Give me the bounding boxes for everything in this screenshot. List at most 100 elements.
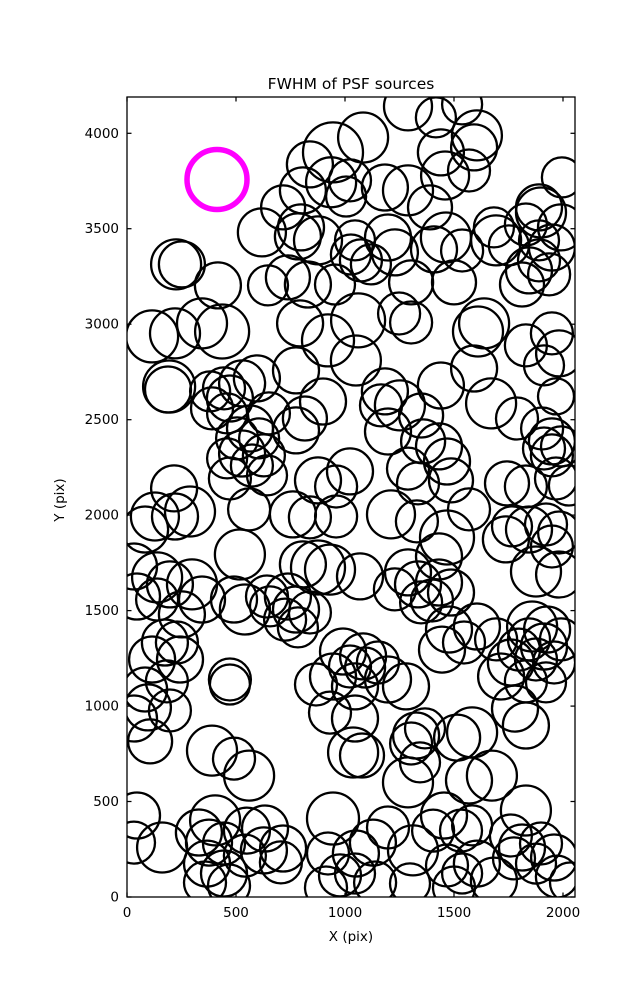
- psf-source-circle: [336, 111, 390, 164]
- axis-ticks-layer: 0 500 1000 1500 2000 0 500 1000 1500 2000 2500 3000…: [85, 97, 580, 921]
- psf-source-circle: [246, 264, 290, 307]
- y-tick-label: 1000: [85, 699, 119, 715]
- psf-source-circle: [349, 243, 393, 286]
- psf-source-circle: [163, 485, 217, 538]
- psf-source-circle: [287, 590, 333, 635]
- psf-source-circle: [127, 791, 162, 840]
- psf-source-circle: [193, 303, 251, 360]
- psf-source-circle: [144, 659, 190, 704]
- x-tick-label: 2000: [546, 905, 580, 921]
- psf-source-circle: [303, 543, 357, 596]
- psf-source-circle: [427, 457, 475, 504]
- psf-source-circle: [388, 300, 434, 345]
- psf-source-circle: [326, 726, 380, 779]
- psf-source-circle: [498, 261, 546, 308]
- psf-source-circle: [303, 865, 349, 897]
- psf-source-circle: [211, 736, 257, 781]
- psf-source-circle: [245, 454, 289, 497]
- psf-source-circle: [431, 865, 477, 897]
- psf-source-circle: [440, 852, 484, 895]
- psf-source-circle: [391, 711, 441, 760]
- psf-source-circle: [383, 548, 433, 597]
- x-axis-label: X (pix): [329, 929, 373, 945]
- psf-source-circle: [388, 862, 432, 897]
- psf-source-circle: [145, 560, 195, 609]
- psf-source-circle: [450, 804, 494, 847]
- psf-source-circle: [426, 568, 476, 617]
- psf-source-circle: [127, 820, 157, 865]
- psf-source-circle: [283, 260, 333, 309]
- x-tick-label: 500: [223, 905, 249, 921]
- psf-source-circle: [127, 572, 162, 621]
- highlighted-psf-circle: [184, 146, 250, 213]
- y-tick-label: 2000: [85, 508, 119, 524]
- psf-source-circle: [534, 550, 575, 599]
- psf-source-circle: [273, 212, 323, 261]
- y-axis-label: Y (pix): [52, 478, 68, 522]
- psf-source-circle: [444, 756, 494, 805]
- psf-source-circle: [329, 233, 373, 276]
- psf-source-circle: [262, 597, 308, 642]
- psf-source-circle: [324, 175, 368, 218]
- psf-source-circle: [338, 732, 386, 779]
- psf-source-circle: [548, 861, 575, 897]
- psf-source-circle: [385, 446, 431, 491]
- psf-source-circle: [325, 447, 375, 496]
- psf-source-circle: [417, 625, 467, 674]
- psf-source-circle: [523, 502, 569, 547]
- psf-source-circle: [188, 794, 242, 847]
- psf-source-circle: [189, 386, 235, 431]
- psf-source-circle: [313, 494, 359, 539]
- psf-source-circle: [538, 617, 575, 662]
- psf-source-circle: [490, 684, 540, 733]
- psf-source-circle: [446, 487, 492, 532]
- psf-source-circle: [157, 590, 207, 639]
- psf-source-circle: [393, 560, 443, 609]
- psf-source-circle: [264, 254, 312, 301]
- psf-source-circle: [143, 365, 193, 414]
- psf-source-circle: [414, 97, 458, 139]
- psf-source-circle: [494, 396, 540, 441]
- psf-source-circle: [149, 464, 199, 513]
- psf-source-circle: [305, 791, 361, 846]
- psf-source-circle: [373, 379, 427, 432]
- psf-source-circle: [419, 791, 469, 840]
- psf-source-circle: [281, 395, 329, 442]
- psf-source-circle: [271, 585, 321, 634]
- psf-source-circle: [149, 238, 203, 291]
- psf-source-circle: [529, 311, 575, 356]
- psf-source-circle: [540, 156, 575, 199]
- psf-source-circle: [517, 219, 561, 262]
- psf-source-circle: [271, 346, 321, 395]
- psf-source-circle: [157, 240, 207, 289]
- psf-source-circle: [469, 214, 523, 267]
- psf-source-circle: [184, 818, 234, 867]
- psf-source-circle: [497, 823, 547, 872]
- psf-source-circle: [394, 499, 440, 544]
- psf-source-circle: [327, 644, 373, 689]
- psf-source-circle: [275, 299, 325, 348]
- psf-source-circle: [298, 377, 348, 426]
- psf-source-circle: [182, 860, 228, 897]
- psf-source-circle: [363, 407, 413, 456]
- psf-source-circle: [387, 259, 435, 306]
- psf-source-circle: [209, 575, 259, 624]
- psf-source-circle: [439, 228, 485, 273]
- psf-source-circle: [451, 305, 505, 358]
- y-tick-label: 500: [93, 794, 119, 810]
- psf-source-circle: [329, 334, 383, 387]
- psf-source-circle: [258, 824, 308, 873]
- psf-source-circle: [330, 694, 380, 743]
- psf-source-circle: [148, 307, 202, 360]
- psf-source-circle: [343, 646, 387, 689]
- psf-source-circle: [308, 652, 358, 701]
- psf-source-circle: [127, 718, 174, 765]
- y-tick-label: 1500: [85, 603, 119, 619]
- psf-source-circle: [536, 377, 575, 416]
- psf-source-circle: [175, 297, 229, 350]
- psf-source-circle: [534, 329, 575, 378]
- psf-source-circle: [193, 261, 243, 310]
- psf-source-circle: [381, 662, 431, 711]
- psf-source-circle: [360, 163, 410, 212]
